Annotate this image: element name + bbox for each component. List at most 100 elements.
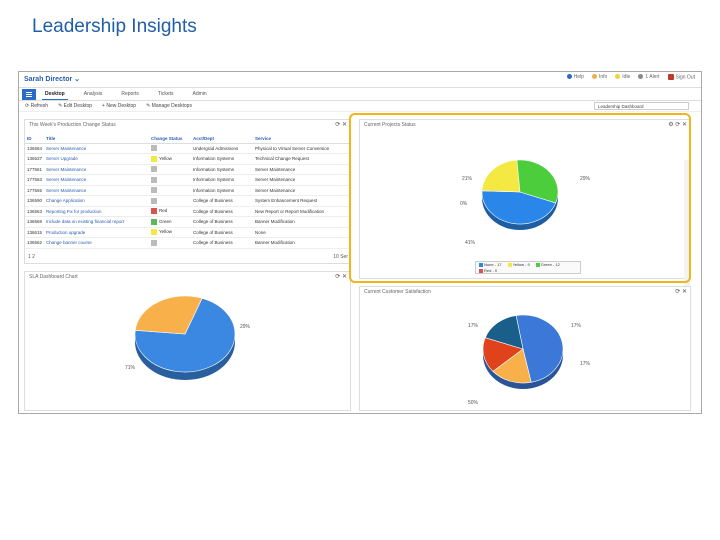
table-row[interactable]: 136537 Server Upgrade Yellow Information Sy… <box>25 153 350 165</box>
cell-service: Server Maintenance <box>253 164 350 175</box>
slide-title: Leadership Insights <box>32 16 197 37</box>
desktop-select[interactable]: Leadership Dashboard <box>594 102 689 110</box>
panel-title: Current Projects Status <box>364 122 416 128</box>
table-row[interactable]: 136564 Server Maintenance Undergrad Admiss… <box>25 143 350 154</box>
close-icon[interactable]: ✕ <box>681 122 687 128</box>
cell-dept: College of Business <box>191 195 254 207</box>
cell-dept: Information Systems <box>191 185 254 196</box>
column-header[interactable]: Service <box>253 134 350 144</box>
table-row[interactable]: 136563 Reporting Fix for production Red Col… <box>25 206 350 217</box>
cell-status <box>149 195 192 207</box>
cell-title[interactable]: Server Maintenance <box>44 143 150 154</box>
cell-title[interactable]: Reporting Fix for production <box>44 206 150 217</box>
tab-analysis[interactable]: Analysis <box>83 91 103 97</box>
pie-slice[interactable] <box>516 159 559 204</box>
page-count: 10 Ser <box>333 254 348 260</box>
status-swatch <box>151 208 158 215</box>
pie-slice[interactable] <box>481 159 521 193</box>
signout-icon <box>667 74 674 80</box>
refresh-icon[interactable]: ⟳ <box>335 122 341 128</box>
tab-reports[interactable]: Reports <box>121 91 139 97</box>
pie-label: 29% <box>240 324 251 330</box>
column-header[interactable]: Title <box>44 134 150 144</box>
refresh-icon[interactable]: ⟳ <box>335 274 341 280</box>
signout-link[interactable]: Sign Out <box>667 74 695 80</box>
column-header[interactable]: ID <box>25 134 45 144</box>
cell-status: Yellow <box>149 153 192 165</box>
column-header[interactable]: Change Status <box>149 134 192 144</box>
idle-icon <box>615 74 621 80</box>
cell-title[interactable]: Server Maintenance <box>44 164 150 175</box>
pie-label: 21% <box>462 176 473 182</box>
highlight-box <box>349 113 691 283</box>
pie-slice[interactable] <box>492 348 532 384</box>
tab-admin[interactable]: Admin <box>192 91 207 97</box>
edit-desktop-button[interactable]: ✎ Edit Desktop <box>58 103 93 109</box>
cell-id: 136615 <box>25 227 45 238</box>
cell-title[interactable]: Change banner course <box>44 237 150 249</box>
table-row[interactable]: 136615 Production upgrade Yellow College of… <box>25 227 350 238</box>
pager[interactable]: 1 2 <box>28 254 35 260</box>
table-row[interactable]: 136562 Change banner course College of Bus… <box>25 237 350 249</box>
manage-desktops-button[interactable]: ✎ Manage Desktops <box>146 103 192 109</box>
status-swatch <box>151 239 158 246</box>
pie-slice[interactable] <box>481 190 557 225</box>
cell-status: Yellow <box>149 227 192 238</box>
alert-item[interactable]: 1 Alert <box>638 74 660 80</box>
pie-label: 50% <box>468 400 479 406</box>
change-status-panel: This Week's Production Change Status ⟳ ✕… <box>24 119 351 264</box>
cell-dept: Information Systems <box>191 153 254 165</box>
hamburger-menu-icon[interactable] <box>22 88 36 100</box>
pie-slice[interactable] <box>134 297 236 373</box>
new-desktop-button[interactable]: + New Desktop <box>102 103 137 109</box>
pie-label: 17% <box>580 361 591 367</box>
refresh-icon[interactable]: ⟳ <box>675 289 681 295</box>
cell-title[interactable]: Change Application <box>44 195 150 207</box>
panel-title: SLA Dashboard Chart <box>29 274 78 280</box>
cell-title[interactable]: Server Maintenance <box>44 174 150 186</box>
cell-id: 136564 <box>25 143 45 154</box>
pie-slice[interactable] <box>484 315 524 350</box>
pie-slice[interactable] <box>134 295 203 335</box>
close-icon[interactable]: ✕ <box>681 289 687 295</box>
pie-slice[interactable] <box>515 314 564 383</box>
legend-swatch <box>507 262 512 267</box>
legend-item[interactable]: Green - 12 <box>535 262 560 267</box>
status-item[interactable]: Info <box>591 74 607 80</box>
settings-icon[interactable]: ⚙ <box>668 122 674 128</box>
refresh-icon[interactable]: ⟳ <box>675 122 681 128</box>
sla-panel: SLA Dashboard Chart ⟳ ✕ 29% 71% <box>24 271 351 411</box>
refresh-button[interactable]: ⟳ Refresh <box>25 103 49 109</box>
table-row[interactable]: 136590 Change Application College of Busin… <box>25 195 350 207</box>
pie-label: 29% <box>580 176 591 182</box>
tab-tickets[interactable]: Tickets <box>157 91 174 97</box>
status-item[interactable]: Idle <box>615 74 630 80</box>
legend-item[interactable]: Yellow - 9 <box>507 262 530 267</box>
toolbar: ⟳ Refresh ✎ Edit Desktop + New Desktop ✎… <box>19 101 701 112</box>
table-row[interactable]: 177563 Server Maintenance Information Syst… <box>25 174 350 186</box>
table-row[interactable]: 136568 Include data on existing financial… <box>25 216 350 228</box>
cell-id: 136537 <box>25 153 45 165</box>
help-icon <box>566 74 572 80</box>
legend-item[interactable]: Red - 0 <box>479 268 497 273</box>
top-bar: Sarah Director ⌄ Help Info Idle 1 Alert … <box>19 72 701 88</box>
panel-controls: ⟳ ✕ <box>675 288 687 295</box>
column-header[interactable]: Acct/Dept <box>191 134 254 144</box>
tab-desktop[interactable]: Desktop <box>42 89 68 100</box>
legend-swatch <box>479 262 483 267</box>
cell-service: Server Maintenance <box>253 174 350 186</box>
scrollbar[interactable] <box>684 160 690 290</box>
status-swatch <box>151 187 158 194</box>
close-icon[interactable]: ✕ <box>341 274 347 280</box>
table-row[interactable]: 177561 Server Maintenance Information Syst… <box>25 164 350 175</box>
cell-title[interactable]: Server Maintenance <box>44 185 150 196</box>
table-row[interactable]: 177565 Server Maintenance Information Syst… <box>25 185 350 196</box>
help-link[interactable]: Help <box>566 74 584 80</box>
cell-title[interactable]: Server Upgrade <box>44 153 150 165</box>
user-menu[interactable]: Sarah Director ⌄ <box>24 76 81 83</box>
cell-id: 136568 <box>25 216 45 228</box>
cell-title[interactable]: Production upgrade <box>44 227 150 238</box>
cell-title[interactable]: Include data on existing financial repor… <box>44 216 150 228</box>
close-icon[interactable]: ✕ <box>341 122 347 128</box>
legend-item[interactable]: None - 17 <box>479 262 502 267</box>
